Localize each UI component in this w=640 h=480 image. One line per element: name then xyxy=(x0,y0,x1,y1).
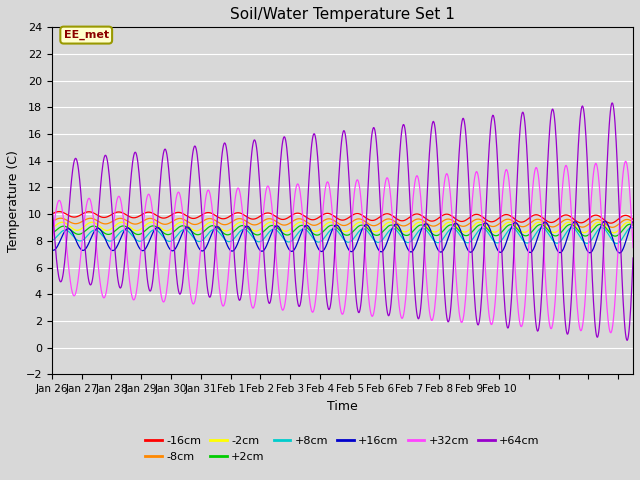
-2cm xyxy=(610,230,618,236)
+64cm xyxy=(629,255,637,261)
Line: -8cm: -8cm xyxy=(52,218,633,228)
+32cm xyxy=(283,286,291,292)
+64cm xyxy=(283,145,291,151)
-16cm xyxy=(56,209,63,215)
+32cm xyxy=(511,272,519,278)
+16cm xyxy=(616,250,623,256)
+2cm xyxy=(611,233,619,239)
Title: Soil/Water Temperature Set 1: Soil/Water Temperature Set 1 xyxy=(230,7,455,22)
+2cm xyxy=(283,232,291,238)
-16cm xyxy=(305,216,312,221)
X-axis label: Time: Time xyxy=(327,400,358,413)
+8cm xyxy=(304,228,312,234)
+64cm xyxy=(608,100,616,106)
-2cm xyxy=(629,221,637,227)
+16cm xyxy=(108,247,115,252)
-8cm xyxy=(305,220,312,226)
-8cm xyxy=(447,217,455,223)
+2cm xyxy=(629,222,637,228)
-8cm xyxy=(284,222,291,228)
-16cm xyxy=(284,215,291,221)
+16cm xyxy=(48,247,56,252)
+2cm xyxy=(108,231,115,237)
+64cm xyxy=(48,199,56,205)
+16cm xyxy=(511,220,519,226)
-8cm xyxy=(56,216,64,221)
+8cm xyxy=(629,225,637,231)
-2cm xyxy=(283,228,291,234)
+2cm xyxy=(511,224,519,230)
-8cm xyxy=(108,219,115,225)
-8cm xyxy=(48,219,56,225)
-16cm xyxy=(48,211,56,217)
-16cm xyxy=(502,212,509,217)
+32cm xyxy=(501,170,509,176)
-8cm xyxy=(608,225,616,230)
+32cm xyxy=(304,279,312,285)
-16cm xyxy=(108,212,115,217)
+64cm xyxy=(304,197,312,203)
Line: -16cm: -16cm xyxy=(52,212,633,223)
+64cm xyxy=(501,307,509,312)
-2cm xyxy=(501,221,509,227)
Legend: -16cm, -8cm, -2cm, +2cm, +8cm, +16cm, +32cm, +64cm: -16cm, -8cm, -2cm, +2cm, +8cm, +16cm, +3… xyxy=(141,432,544,466)
+16cm xyxy=(447,227,455,233)
+2cm xyxy=(627,221,634,227)
-2cm xyxy=(304,224,312,229)
+8cm xyxy=(627,225,635,230)
Line: -2cm: -2cm xyxy=(52,222,633,233)
-16cm xyxy=(607,220,615,226)
+64cm xyxy=(511,213,519,219)
-2cm xyxy=(595,219,603,225)
-16cm xyxy=(512,217,520,223)
-2cm xyxy=(48,226,56,231)
+32cm xyxy=(447,197,455,203)
-8cm xyxy=(512,221,520,227)
-2cm xyxy=(511,223,519,229)
-8cm xyxy=(502,216,509,222)
+8cm xyxy=(283,239,291,244)
+32cm xyxy=(629,245,637,251)
+32cm xyxy=(607,330,615,336)
Line: +16cm: +16cm xyxy=(52,221,633,253)
Line: +8cm: +8cm xyxy=(52,228,633,243)
+8cm xyxy=(108,238,115,244)
Line: +2cm: +2cm xyxy=(52,224,633,236)
+8cm xyxy=(501,232,509,238)
+16cm xyxy=(501,243,509,249)
+2cm xyxy=(304,226,312,231)
+16cm xyxy=(283,242,291,248)
Line: +32cm: +32cm xyxy=(52,161,633,333)
+2cm xyxy=(447,222,455,228)
-2cm xyxy=(108,226,115,232)
+32cm xyxy=(621,158,629,164)
-8cm xyxy=(629,219,637,225)
Line: +64cm: +64cm xyxy=(52,103,633,340)
+64cm xyxy=(447,303,455,309)
+16cm xyxy=(629,219,637,225)
+16cm xyxy=(304,223,312,228)
+2cm xyxy=(48,230,56,236)
+32cm xyxy=(48,245,56,251)
+8cm xyxy=(511,227,519,233)
-2cm xyxy=(447,219,455,225)
Y-axis label: Temperature (C): Temperature (C) xyxy=(7,150,20,252)
+8cm xyxy=(48,238,56,243)
+64cm xyxy=(623,337,631,343)
+64cm xyxy=(108,194,115,200)
Text: EE_met: EE_met xyxy=(63,30,109,40)
+32cm xyxy=(108,248,115,253)
-16cm xyxy=(629,216,637,222)
+2cm xyxy=(501,226,509,231)
+8cm xyxy=(447,226,455,232)
-16cm xyxy=(447,213,455,219)
+16cm xyxy=(601,218,609,224)
+8cm xyxy=(613,240,621,246)
